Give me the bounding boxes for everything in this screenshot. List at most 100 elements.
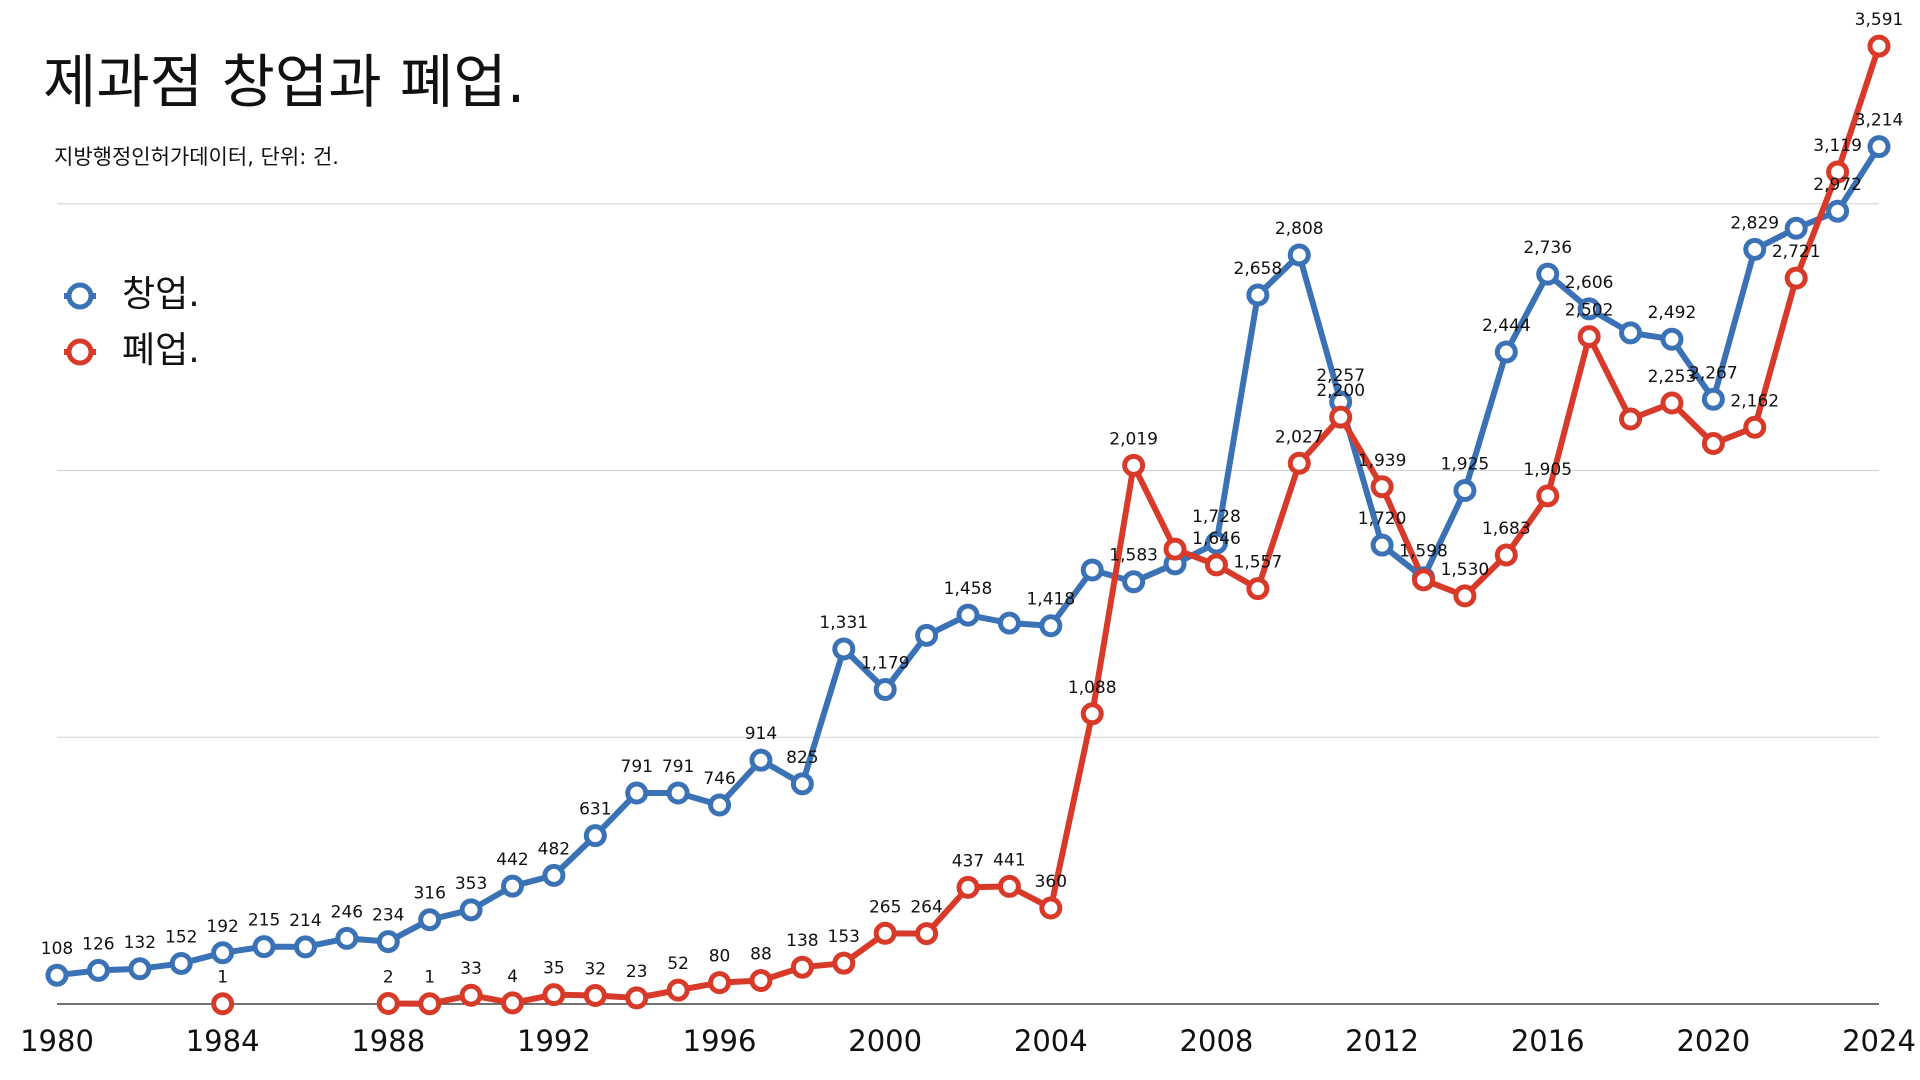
data-point xyxy=(293,935,317,959)
data-label: 482 xyxy=(538,839,570,859)
data-point xyxy=(583,983,607,1007)
data-label: 2,162 xyxy=(1730,391,1779,411)
series-line xyxy=(388,45,1882,1007)
data-label: 2,257 xyxy=(1316,366,1365,386)
data-label: 264 xyxy=(910,898,942,918)
data-label: 437 xyxy=(952,851,984,871)
data-label: 152 xyxy=(165,927,197,947)
data-label: 1,728 xyxy=(1192,507,1241,527)
data-point xyxy=(1370,533,1394,557)
data-label: 2,019 xyxy=(1109,429,1158,449)
data-point xyxy=(1660,391,1684,415)
data-point xyxy=(1122,570,1146,594)
data-point xyxy=(335,926,359,950)
data-point xyxy=(915,922,939,946)
x-tick-label: 2020 xyxy=(1676,1024,1750,1058)
data-label: 353 xyxy=(455,874,487,894)
data-point xyxy=(542,863,566,887)
data-point xyxy=(708,793,732,817)
data-point xyxy=(459,983,483,1007)
data-point xyxy=(1536,484,1560,508)
data-label: 1,905 xyxy=(1523,460,1572,480)
data-label: 1,683 xyxy=(1482,519,1531,539)
data-label: 32 xyxy=(584,959,606,979)
data-point xyxy=(1701,387,1725,411)
data-label: 35 xyxy=(543,959,565,979)
data-label: 234 xyxy=(372,906,404,926)
x-tick-label: 1984 xyxy=(186,1024,260,1058)
x-tick-label: 1980 xyxy=(20,1024,94,1058)
data-point xyxy=(832,951,856,975)
data-label: 2,027 xyxy=(1275,427,1324,447)
data-label: 4 xyxy=(507,967,518,987)
data-point xyxy=(583,824,607,848)
data-point xyxy=(1204,531,1228,555)
data-label: 2,267 xyxy=(1689,363,1738,383)
data-label: 360 xyxy=(1035,872,1067,892)
data-point xyxy=(418,908,442,932)
data-label: 246 xyxy=(331,902,363,922)
data-point xyxy=(1204,553,1228,577)
x-tick-label: 1988 xyxy=(351,1024,425,1058)
data-label: 442 xyxy=(496,850,528,870)
x-tick-label: 2000 xyxy=(848,1024,922,1058)
data-point xyxy=(997,611,1021,635)
data-point xyxy=(749,748,773,772)
data-point xyxy=(1163,537,1187,561)
data-label: 2,492 xyxy=(1648,303,1697,323)
data-point xyxy=(790,772,814,796)
data-label: 1,720 xyxy=(1358,509,1407,529)
data-point xyxy=(169,951,193,975)
data-point xyxy=(542,983,566,1007)
data-label: 2,658 xyxy=(1234,259,1283,279)
data-label: 3,591 xyxy=(1855,10,1904,30)
data-point xyxy=(1536,262,1560,286)
data-label: 265 xyxy=(869,897,901,917)
legend-label: 폐업. xyxy=(122,330,200,371)
data-label: 1,557 xyxy=(1234,553,1283,573)
data-label: 1,646 xyxy=(1192,529,1241,549)
chart-title: 제과점 창업과 폐업. xyxy=(43,48,525,116)
data-label: 1,418 xyxy=(1026,590,1075,610)
x-tick-label: 2016 xyxy=(1511,1024,1585,1058)
data-label: 1,458 xyxy=(944,579,993,599)
data-label: 108 xyxy=(41,939,73,959)
data-point xyxy=(1619,407,1643,431)
data-point xyxy=(1619,321,1643,345)
data-point xyxy=(1246,283,1270,307)
data-point xyxy=(1826,199,1850,223)
data-point xyxy=(1701,432,1725,456)
data-point xyxy=(501,991,524,1015)
data-label: 746 xyxy=(703,769,735,789)
x-tick-label: 2004 xyxy=(1014,1024,1088,1058)
data-label: 1,530 xyxy=(1441,560,1490,580)
data-label: 3,119 xyxy=(1813,136,1862,156)
data-label: 2 xyxy=(383,967,394,987)
data-point xyxy=(1660,327,1684,351)
data-point xyxy=(1287,243,1311,267)
data-label: 138 xyxy=(786,931,818,951)
data-label: 1,598 xyxy=(1399,542,1448,562)
data-point xyxy=(873,921,897,945)
data-point xyxy=(1784,266,1808,290)
data-label: 215 xyxy=(248,911,280,931)
data-point xyxy=(1080,558,1104,582)
data-label: 52 xyxy=(667,954,689,974)
data-point xyxy=(1287,451,1311,475)
data-point xyxy=(86,958,110,982)
data-label: 1,179 xyxy=(861,653,910,673)
data-point xyxy=(1784,216,1808,240)
data-label: 2,502 xyxy=(1565,301,1614,321)
data-point xyxy=(1867,34,1891,58)
data-point xyxy=(1370,475,1394,499)
data-point xyxy=(376,991,400,1015)
data-label: 316 xyxy=(413,884,445,904)
data-label: 192 xyxy=(206,917,238,937)
x-tick-label: 2012 xyxy=(1345,1024,1419,1058)
data-point xyxy=(749,969,773,993)
data-point xyxy=(625,781,649,805)
data-point xyxy=(1577,325,1601,349)
data-point xyxy=(252,935,276,959)
data-label: 1,583 xyxy=(1109,546,1158,566)
